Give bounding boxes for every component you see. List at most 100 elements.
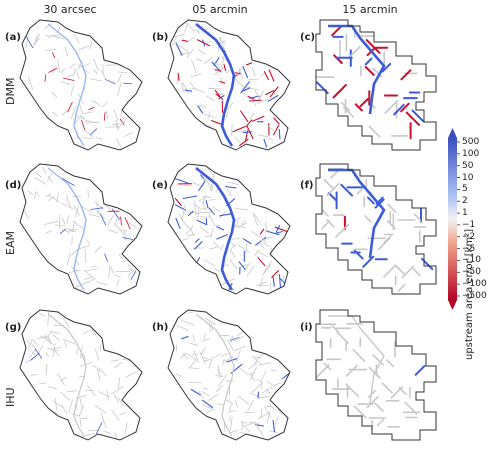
river-segment xyxy=(229,258,238,270)
river-segment xyxy=(187,233,196,237)
colorbar-tick-label: 1 xyxy=(462,208,468,219)
river-segment xyxy=(63,339,76,345)
river-segment xyxy=(226,380,234,382)
river-segment xyxy=(329,169,340,179)
river-segment xyxy=(182,82,189,94)
river-segment xyxy=(263,260,273,273)
panel-label-h: (h) xyxy=(152,322,169,333)
river-segment xyxy=(277,409,283,415)
river-segment xyxy=(188,367,200,370)
river-segment xyxy=(234,335,244,341)
river-segment xyxy=(90,207,103,210)
river-segment xyxy=(265,388,271,395)
river-segment xyxy=(240,110,249,123)
river-segment xyxy=(189,342,199,346)
river-segment xyxy=(257,391,260,399)
river-segment xyxy=(279,278,286,284)
river-segment xyxy=(340,183,354,197)
river-segment xyxy=(65,195,72,209)
river-segment xyxy=(110,359,120,362)
river-segment xyxy=(260,370,267,382)
river-segment xyxy=(84,276,94,280)
river-segment xyxy=(71,413,81,417)
river-segment xyxy=(182,195,198,200)
river-segment xyxy=(73,221,86,230)
river-segment xyxy=(248,99,262,102)
river-segment xyxy=(40,335,52,344)
colorbar-tick-label: 2 xyxy=(462,196,468,207)
map-panel-d xyxy=(19,163,143,295)
river-segment xyxy=(52,111,58,117)
river-segment xyxy=(118,253,123,260)
river-segment xyxy=(118,117,128,129)
river-segment xyxy=(82,433,95,437)
river-segment xyxy=(261,264,271,276)
main-river xyxy=(328,24,386,115)
river-segment xyxy=(255,236,267,246)
river-segment xyxy=(188,48,195,55)
river-segment xyxy=(91,329,97,337)
river-segment xyxy=(48,196,55,201)
river-segment xyxy=(44,23,52,30)
river-segment xyxy=(79,361,93,367)
river-segment xyxy=(232,126,246,133)
river-segment xyxy=(208,207,215,215)
river-segment xyxy=(248,362,258,370)
river-segment xyxy=(68,399,73,413)
river-segment xyxy=(196,58,203,61)
river-segment xyxy=(64,46,68,57)
river-segment xyxy=(204,259,216,267)
river-segment xyxy=(111,409,120,421)
river-segment xyxy=(363,214,372,223)
river-segment xyxy=(87,385,96,397)
river-segment xyxy=(78,404,85,417)
river-segment xyxy=(125,220,137,228)
river-segment xyxy=(219,213,234,217)
river-segment xyxy=(378,237,391,250)
river-segment xyxy=(66,253,71,266)
colorbar-tick-label: −100 xyxy=(462,279,487,290)
river-segment xyxy=(237,244,250,253)
river-segment xyxy=(195,28,200,34)
river-segment xyxy=(282,372,290,380)
river-segment xyxy=(223,422,226,432)
river-segment xyxy=(181,320,195,326)
river-segment xyxy=(268,69,275,82)
river-segment xyxy=(327,192,337,202)
river-segment xyxy=(29,348,37,358)
river-segment xyxy=(260,236,272,242)
river-segment xyxy=(25,36,34,49)
river-segment xyxy=(190,389,201,396)
river-segment xyxy=(219,80,226,84)
river-segment xyxy=(83,329,92,334)
river-segment xyxy=(117,81,122,96)
river-segment xyxy=(383,235,392,244)
river-segment xyxy=(243,262,251,273)
river-segment xyxy=(218,374,227,387)
river-segment xyxy=(51,92,58,98)
river-segment xyxy=(79,114,89,125)
panel-label-i: (i) xyxy=(300,322,313,333)
river-segment xyxy=(190,73,202,77)
river-segment xyxy=(122,358,131,361)
river-segment xyxy=(245,243,247,255)
panel-label-c: (c) xyxy=(300,32,316,43)
river-segment xyxy=(90,265,97,268)
river-segment xyxy=(54,398,58,411)
river-segment xyxy=(120,216,122,226)
river-segment xyxy=(266,124,277,134)
river-segment xyxy=(241,219,246,225)
river-segment xyxy=(230,249,236,258)
river-segment xyxy=(246,86,259,91)
river-segment xyxy=(77,45,89,51)
river-segment xyxy=(265,90,275,96)
river-segment xyxy=(98,367,107,377)
river-segment xyxy=(368,125,381,138)
river-segment xyxy=(87,277,96,283)
river-segment xyxy=(71,236,73,245)
river-segment xyxy=(236,349,241,361)
river-segment xyxy=(323,178,334,189)
main-river xyxy=(328,315,385,405)
river-segment xyxy=(420,257,434,271)
river-segment xyxy=(82,137,94,139)
